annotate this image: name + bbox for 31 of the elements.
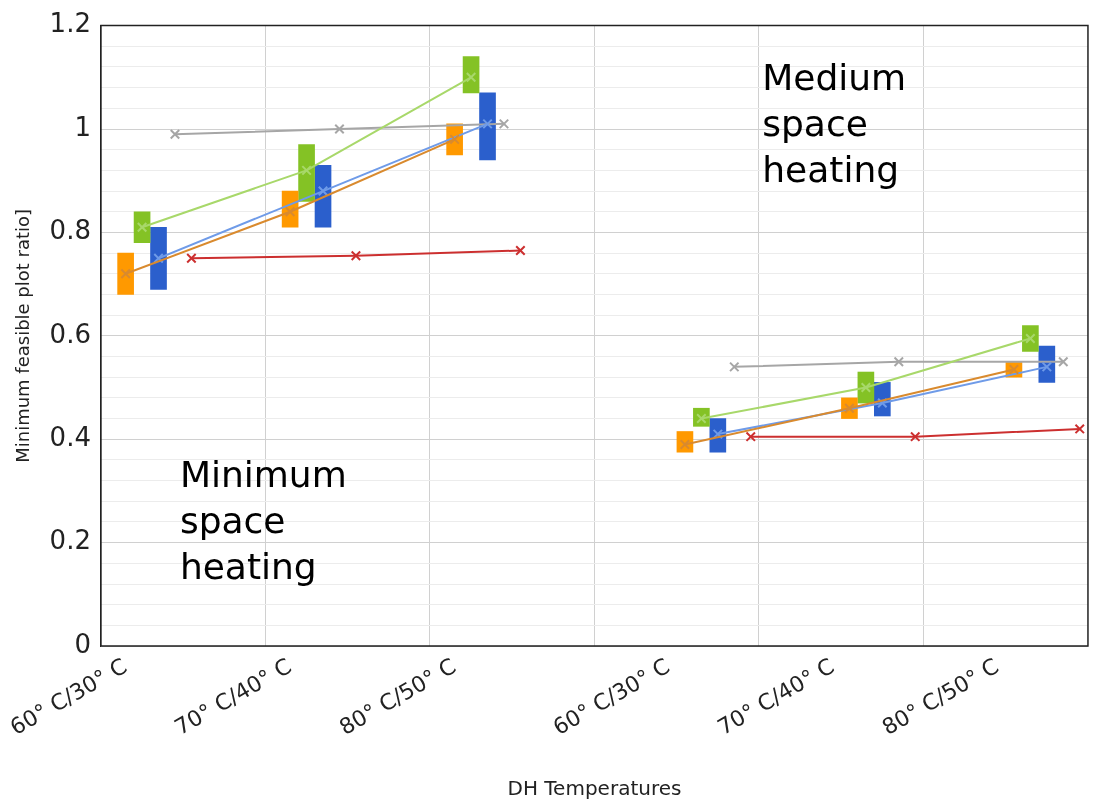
- point: [350, 250, 362, 261]
- point: [334, 123, 345, 135]
- point: [909, 431, 921, 442]
- bar: [462, 56, 480, 94]
- point: [515, 245, 526, 256]
- point: [186, 253, 197, 264]
- y-tick-label: 1: [74, 111, 91, 142]
- point: [745, 431, 756, 442]
- x-axis-title: DH Temperatures: [507, 776, 682, 801]
- y-axis-title: Minimum feasible plot ratio]: [12, 208, 34, 463]
- point: [482, 118, 493, 130]
- point: [153, 253, 164, 264]
- y-tick-label: 0.4: [49, 422, 91, 452]
- y-tick-label: 0.8: [49, 215, 91, 246]
- point: [317, 185, 329, 197]
- annotation: Medium space heating: [762, 57, 907, 191]
- annotation: Minimum space heating: [179, 454, 347, 588]
- bar: [150, 226, 167, 290]
- point: [893, 356, 905, 367]
- point: [1058, 356, 1069, 367]
- y-tick-label: 1.2: [49, 8, 91, 39]
- y-tick-label: 0: [74, 628, 91, 659]
- y-tick-label: 0.2: [49, 525, 91, 556]
- bar: [117, 252, 134, 295]
- point: [729, 361, 740, 373]
- point: [301, 165, 312, 176]
- point: [1074, 423, 1085, 435]
- point: [169, 128, 181, 140]
- y-tick-label: 0.6: [49, 318, 91, 349]
- bar: [479, 92, 496, 161]
- point: [498, 118, 510, 130]
